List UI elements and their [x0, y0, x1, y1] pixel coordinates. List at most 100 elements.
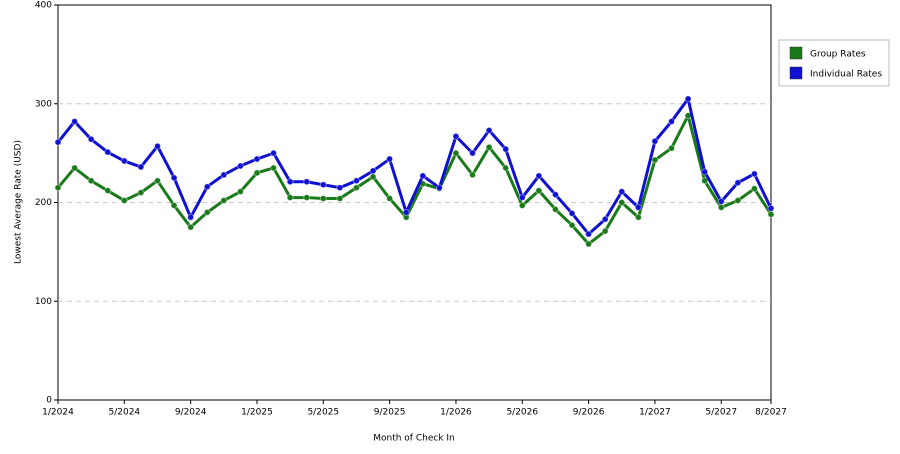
data-point [568, 209, 576, 217]
data-point [286, 194, 294, 202]
data-point [352, 177, 360, 185]
legend-label: Individual Rates [810, 70, 882, 80]
data-point [54, 138, 62, 146]
data-point [87, 177, 95, 185]
data-point [585, 240, 593, 248]
data-point [750, 185, 758, 193]
x-tick-label: 5/2025 [307, 408, 339, 418]
legend-label: Group Rates [810, 50, 866, 60]
data-point [236, 188, 244, 196]
data-point [336, 184, 344, 192]
data-point [369, 173, 377, 181]
data-point [319, 195, 327, 203]
data-point [120, 157, 128, 165]
data-point [668, 118, 676, 126]
data-point [701, 168, 709, 176]
data-point [336, 195, 344, 203]
data-point [518, 194, 526, 202]
x-tick-label: 8/2027 [755, 408, 787, 418]
data-point [253, 155, 261, 163]
data-point [535, 187, 543, 195]
data-point [187, 223, 195, 231]
data-point [352, 184, 360, 192]
data-point [419, 172, 427, 180]
data-point [717, 203, 725, 211]
legend-swatch [789, 46, 803, 60]
data-point [203, 183, 211, 191]
data-point [153, 177, 161, 185]
y-tick-label: 400 [35, 1, 52, 11]
data-point [54, 184, 62, 192]
y-tick-label: 100 [35, 297, 52, 307]
data-point [502, 164, 510, 172]
data-point [734, 197, 742, 205]
data-point [684, 95, 692, 103]
data-point [668, 144, 676, 152]
data-point [618, 199, 626, 206]
x-tick-label: 1/2026 [440, 408, 472, 418]
data-point [220, 197, 228, 205]
legend-swatch [789, 66, 803, 80]
data-point [634, 203, 642, 211]
data-point [303, 194, 311, 202]
x-tick-label: 5/2024 [108, 408, 140, 418]
data-point [137, 189, 145, 197]
data-point [469, 149, 477, 157]
x-tick-label: 5/2026 [506, 408, 538, 418]
data-point [502, 145, 510, 153]
data-point [386, 195, 394, 203]
data-point [435, 184, 443, 192]
x-tick-label: 1/2027 [639, 408, 671, 418]
data-point [153, 142, 161, 150]
y-tick-label: 0 [46, 396, 52, 406]
y-axis-label: Lowest Average Rate (USD) [14, 140, 24, 264]
series-line [56, 97, 773, 236]
data-point [402, 208, 410, 216]
data-point [485, 143, 493, 151]
data-point [551, 191, 559, 199]
data-point [535, 172, 543, 180]
data-point [120, 197, 128, 205]
data-point [568, 221, 576, 229]
data-point [319, 181, 327, 189]
data-point [203, 208, 211, 216]
data-point [734, 179, 742, 187]
x-tick-label: 9/2024 [175, 408, 207, 418]
data-point [485, 126, 493, 134]
data-point [717, 198, 725, 206]
data-point [286, 178, 294, 186]
data-point [386, 155, 394, 163]
data-point [601, 215, 609, 223]
data-point [71, 118, 79, 126]
data-point [601, 227, 609, 235]
data-point [187, 213, 195, 221]
data-point [369, 167, 377, 175]
data-point [270, 164, 278, 172]
data-point [750, 170, 758, 178]
data-point [651, 137, 659, 145]
data-point [220, 171, 228, 179]
data-point [170, 201, 178, 209]
x-tick-label: 9/2025 [374, 408, 406, 418]
x-axis-label: Month of Check In [373, 434, 455, 444]
data-point [137, 163, 145, 171]
data-point [270, 149, 278, 157]
data-point [452, 132, 460, 140]
data-point [104, 187, 112, 195]
y-tick-label: 300 [35, 99, 52, 109]
x-tick-label: 1/2024 [42, 408, 74, 418]
data-point [767, 210, 775, 218]
data-point [651, 156, 659, 164]
data-point [303, 178, 311, 186]
data-point [767, 204, 775, 212]
y-tick-label: 200 [35, 198, 52, 208]
data-point [253, 169, 261, 177]
data-point [170, 174, 178, 182]
data-point [469, 171, 477, 179]
data-point [518, 201, 526, 209]
data-point [585, 230, 593, 238]
data-point [87, 135, 95, 143]
x-tick-label: 9/2026 [573, 408, 605, 418]
data-point [618, 188, 626, 196]
